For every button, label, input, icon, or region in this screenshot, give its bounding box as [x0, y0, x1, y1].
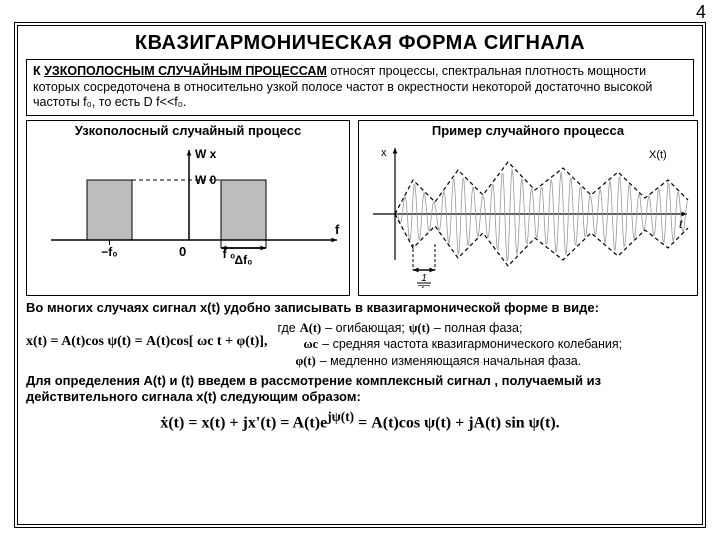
legend-line-3: φ(t) – медленно изменяющаяся начальная ф… — [277, 353, 622, 369]
svg-text:f: f — [335, 222, 340, 237]
figure-right: Пример случайного процесса xX(t)t1f₀ — [358, 120, 698, 296]
def-lead: К — [33, 64, 44, 78]
svg-text:Δf₀: Δf₀ — [234, 253, 252, 267]
svg-text:1: 1 — [421, 273, 427, 284]
svg-text:f ₀: f ₀ — [223, 247, 236, 261]
formula-2: ẋ(t) = x(t) + jx'(t) = A(t)ejψ(t) = A(t)… — [26, 409, 694, 432]
formula-row: x(t) = A(t)cos ψ(t) = A(t)cos[ ωc t + φ(… — [26, 320, 694, 369]
page-number: 4 — [696, 2, 706, 23]
legend-line-2: ωc – средняя частота квазигармонического… — [277, 336, 622, 352]
fig-right-caption: Пример случайного процесса — [363, 123, 693, 138]
svg-text:f₀: f₀ — [421, 286, 428, 288]
paragraph-1: Во многих случаях сигнал x(t) удобно зап… — [26, 300, 694, 316]
figure-left: Узкополосный случайный процесс W x W 0 −f₀… — [26, 120, 350, 296]
fig-right-svg: xX(t)t1f₀ — [363, 140, 693, 288]
legend-line-1: где A(t) – огибающая; ψ(t) – полная фаза… — [277, 320, 622, 336]
svg-text:X(t): X(t) — [649, 149, 667, 161]
fig-left-caption: Узкополосный случайный процесс — [31, 123, 345, 138]
page-title: КВАЗИГАРМОНИЧЕСКАЯ ФОРМА СИГНАЛА — [26, 32, 694, 55]
slide-frame: КВАЗИГАРМОНИЧЕСКАЯ ФОРМА СИГНАЛА К УЗКОП… — [14, 22, 706, 528]
svg-text:0: 0 — [179, 244, 186, 259]
formula-1: x(t) = A(t)cos ψ(t) = A(t)cos[ ωc t + φ(… — [26, 320, 267, 350]
svg-text:x: x — [381, 147, 387, 159]
fig-left-svg: W x W 0 −f₀ 0 f ₀ f Δf₀ — [31, 140, 347, 270]
svg-text:−f₀: −f₀ — [101, 245, 117, 259]
svg-text:W 0: W 0 — [195, 173, 217, 187]
figures-row: Узкополосный случайный процесс W x W 0 −f₀… — [26, 120, 694, 296]
svg-text:W x: W x — [195, 147, 217, 161]
definition-box: К УЗКОПОЛОСНЫМ СЛУЧАЙНЫМ ПРОЦЕССАМ относ… — [26, 59, 694, 116]
def-underlined: УЗКОПОЛОСНЫМ СЛУЧАЙНЫМ ПРОЦЕССАМ — [44, 64, 327, 78]
legend: где A(t) – огибающая; ψ(t) – полная фаза… — [277, 320, 622, 369]
paragraph-2: Для определения A(t) и (t) введем в расс… — [26, 373, 694, 406]
